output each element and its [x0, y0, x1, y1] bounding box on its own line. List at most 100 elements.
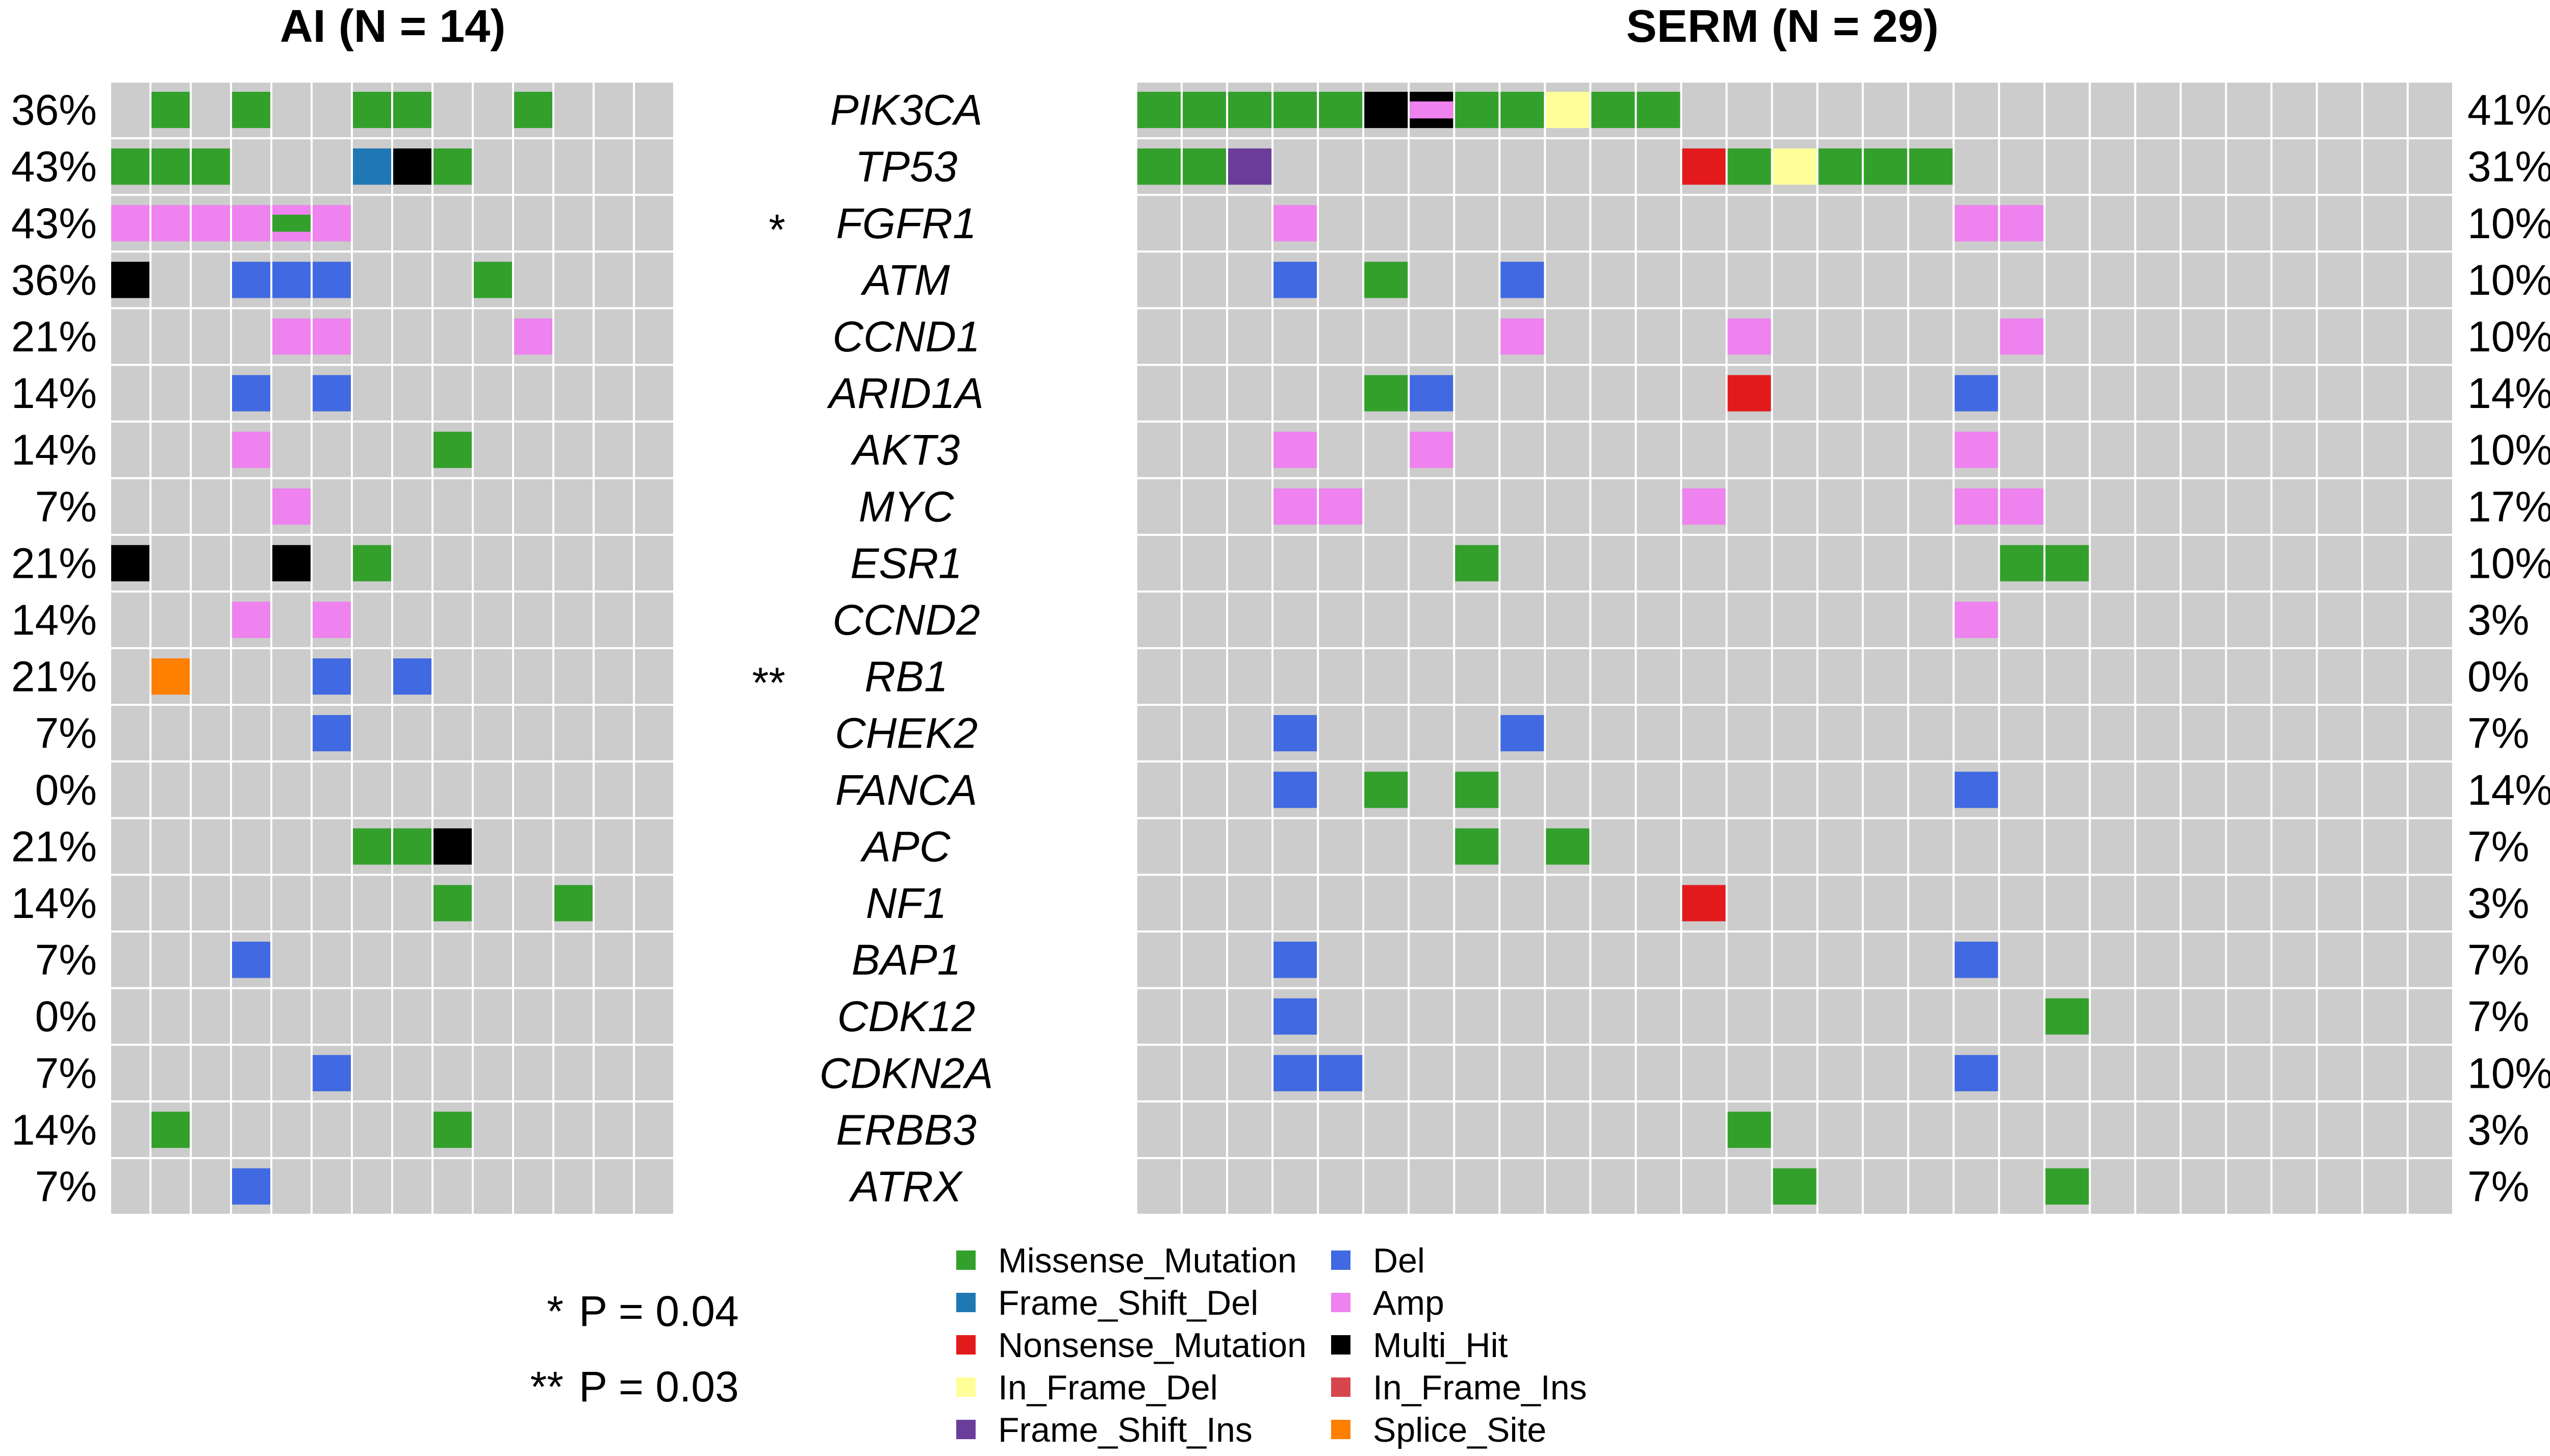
serm-cell-fgfr1-s18 — [1907, 194, 1955, 253]
ai-cell-ccnd2-s5 — [270, 590, 313, 650]
serm-mark-fgfr1-s4-amp — [1273, 205, 1317, 242]
serm-cell-bap1-s6 — [1362, 930, 1410, 989]
serm-cell-chek2-s6 — [1362, 704, 1410, 763]
serm-cell-esr1-s17 — [1862, 533, 1909, 593]
serm-cell-atrx-s25 — [2225, 1157, 2273, 1216]
serm-cell-akt3-s8 — [1453, 420, 1501, 479]
ai-cell-nf1-s14 — [633, 874, 675, 933]
serm-cell-cdkn2a-s16 — [1816, 1043, 1864, 1103]
serm-cell-apc-s13 — [1680, 817, 1728, 876]
ai-cell-apc-s13 — [593, 817, 635, 876]
ai-mark-atm-s4-del — [232, 262, 270, 298]
ai-cell-rb1-s13 — [593, 647, 635, 706]
ai-cell-atm-s11 — [512, 250, 554, 310]
serm-cell-bap1-s15 — [1771, 930, 1819, 989]
serm-cell-atm-s7 — [1408, 250, 1456, 310]
ai-cell-esr1-s10 — [472, 533, 514, 593]
ai-cell-ccnd2-s2 — [149, 590, 192, 650]
serm-cell-apc-s25 — [2225, 817, 2273, 876]
serm-cell-fgfr1-s22 — [2088, 194, 2136, 253]
ai-cell-fanca-s14 — [633, 760, 675, 820]
ai-cell-bap1-s12 — [552, 930, 595, 989]
serm-cell-atrx-s9 — [1498, 1157, 1546, 1216]
ai-cell-fgfr1-s14 — [633, 194, 675, 253]
serm-cell-fanca-s18 — [1907, 760, 1955, 820]
serm-percent-arid1a: 14% — [2467, 369, 2550, 417]
ai-cell-akt3-s14 — [633, 420, 675, 479]
ai-cell-arid1a-s11 — [512, 364, 554, 423]
ai-cell-esr1-s13 — [593, 533, 635, 593]
serm-cell-arid1a-s11 — [1589, 364, 1637, 423]
serm-cell-ccnd1-s21 — [2043, 307, 2091, 366]
serm-cell-fanca-s14 — [1725, 760, 1773, 820]
serm-cell-atm-s13 — [1680, 250, 1728, 310]
serm-cell-esr1-s24 — [2179, 533, 2227, 593]
serm-cell-cdk12-s23 — [2134, 987, 2182, 1046]
serm-cell-myc-s25 — [2225, 477, 2273, 536]
gene-label-fanca: FANCA — [835, 766, 977, 814]
serm-cell-esr1-s4 — [1271, 533, 1319, 593]
ai-cell-akt3-s8 — [391, 420, 434, 479]
ai-percent-atm: 36% — [11, 256, 97, 304]
serm-mark-akt3-s4-amp — [1273, 431, 1317, 468]
ai-cell-erbb3-s3 — [190, 1100, 232, 1159]
serm-cell-ccnd2-s14 — [1725, 590, 1773, 650]
serm-cell-cdk12-s22 — [2088, 987, 2136, 1046]
serm-mark-fanca-s6-missense-mutation — [1364, 772, 1408, 808]
serm-cell-chek2-s5 — [1317, 704, 1365, 763]
serm-mark-pik3ca-s1-missense-mutation — [1137, 91, 1181, 129]
serm-cell-fgfr1-s2 — [1181, 194, 1229, 253]
serm-cell-ccnd2-s7 — [1408, 590, 1456, 650]
ai-cell-atrx-s3 — [190, 1157, 232, 1216]
serm-percent-esr1: 10% — [2467, 539, 2550, 587]
serm-cell-esr1-s27 — [2315, 533, 2363, 593]
serm-cell-bap1-s29 — [2406, 930, 2454, 989]
ai-mark-arid1a-s4-del — [232, 375, 270, 412]
serm-mark-ccnd1-s14-amp — [1727, 318, 1771, 355]
ai-cell-fanca-s13 — [593, 760, 635, 820]
ai-percent-akt3: 14% — [11, 426, 97, 474]
serm-cell-erbb3-s8 — [1453, 1100, 1501, 1159]
serm-cell-nf1-s6 — [1362, 874, 1410, 933]
ai-cell-akt3-s13 — [593, 420, 635, 479]
serm-cell-ccnd2-s22 — [2088, 590, 2136, 650]
ai-cell-nf1-s5 — [270, 874, 313, 933]
serm-cell-fgfr1-s16 — [1816, 194, 1864, 253]
serm-mark-pik3ca-s2-missense-mutation — [1183, 91, 1227, 129]
serm-cell-tp53-s22 — [2088, 137, 2136, 196]
ai-cell-ccnd2-s8 — [391, 590, 434, 650]
ai-cell-rb1-s9 — [431, 647, 474, 706]
ai-cell-esr1-s11 — [512, 533, 554, 593]
ai-cell-fanca-s11 — [512, 760, 554, 820]
ai-cell-chek2-s7 — [351, 704, 393, 763]
legend-swatch-in-frame-del — [956, 1377, 976, 1397]
serm-cell-chek2-s11 — [1589, 704, 1637, 763]
serm-cell-atrx-s3 — [1226, 1157, 1274, 1216]
serm-cell-myc-s10 — [1544, 477, 1592, 536]
ai-cell-erbb3-s12 — [552, 1100, 595, 1159]
serm-cell-arid1a-s24 — [2179, 364, 2227, 423]
serm-mark-akt3-s19-amp — [1954, 431, 1998, 468]
ai-percent-arid1a: 14% — [11, 369, 97, 417]
serm-cell-esr1-s29 — [2406, 533, 2454, 593]
ai-cell-myc-s13 — [593, 477, 635, 536]
serm-cell-tp53-s4 — [1271, 137, 1319, 196]
serm-cell-tp53-s29 — [2406, 137, 2454, 196]
ai-cell-nf1-s7 — [351, 874, 393, 933]
serm-cell-myc-s6 — [1362, 477, 1410, 536]
ai-cell-pik3ca-s9 — [431, 81, 474, 140]
serm-cell-pik3ca-s21 — [2043, 81, 2091, 140]
serm-mark-tp53-s14-missense-mutation — [1727, 148, 1771, 185]
ai-cell-apc-s5 — [270, 817, 313, 876]
serm-cell-ccnd2-s23 — [2134, 590, 2182, 650]
serm-cell-ccnd1-s16 — [1816, 307, 1864, 366]
serm-cell-arid1a-s8 — [1453, 364, 1501, 423]
ai-cell-bap1-s13 — [593, 930, 635, 989]
serm-cell-cdkn2a-s10 — [1544, 1043, 1592, 1103]
ai-cell-atrx-s10 — [472, 1157, 514, 1216]
serm-cell-ccnd1-s18 — [1907, 307, 1955, 366]
serm-cell-esr1-s19 — [1952, 533, 2000, 593]
ai-cell-apc-s14 — [633, 817, 675, 876]
ai-cell-bap1-s1 — [109, 930, 151, 989]
ai-mark-atm-s10-missense-mutation — [474, 262, 512, 298]
